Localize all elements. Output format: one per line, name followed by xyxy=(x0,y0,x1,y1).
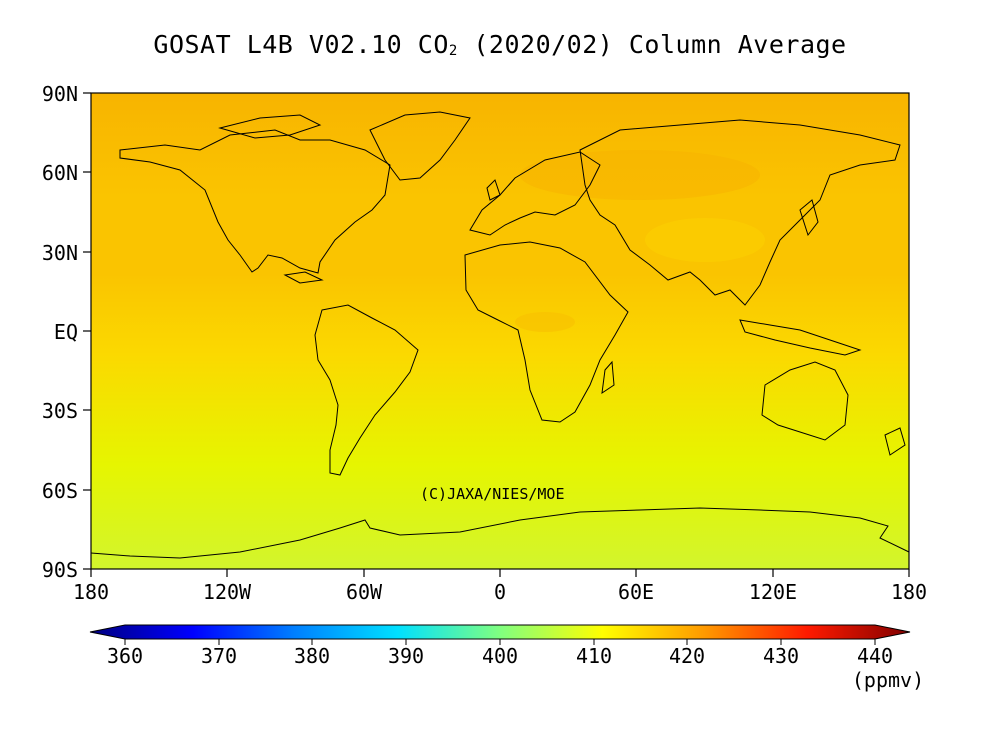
coast-japan xyxy=(799,199,819,237)
colorbar-units: (ppmv) xyxy=(851,668,925,692)
lat-label-60s: 60S xyxy=(41,479,78,503)
map-title: GOSAT L4B V02.10 CO2 (2020/02) Column Av… xyxy=(153,30,847,59)
colorbar-label-400: 400 xyxy=(481,644,519,668)
coast-cuba xyxy=(283,271,324,284)
lat-label-90n: 90N xyxy=(41,82,78,106)
lon-label-120e: 120E xyxy=(748,580,798,604)
high-co2-patch-asia xyxy=(645,218,765,262)
colorbar-ticks xyxy=(124,639,876,645)
coast-new-zealand xyxy=(884,427,906,456)
axis-ticks xyxy=(83,92,910,577)
coast-greenland xyxy=(369,111,471,181)
lat-label-eq: EQ xyxy=(53,320,78,344)
coast-indonesia xyxy=(739,319,862,356)
colorbar-label-430: 430 xyxy=(762,644,800,668)
high-co2-patch-africa xyxy=(515,312,575,332)
coast-south-america xyxy=(314,304,419,476)
coast-australia xyxy=(761,361,849,441)
lon-label-180w: 180 xyxy=(72,580,110,604)
lat-label-90s: 90S xyxy=(41,558,78,582)
lon-label-180e: 180 xyxy=(890,580,928,604)
colorbar-label-390: 390 xyxy=(387,644,425,668)
co2-field xyxy=(91,93,909,569)
colorbar-label-420: 420 xyxy=(668,644,706,668)
credit-text: (C)JAXA/NIES/MOE xyxy=(420,485,565,503)
coast-europe xyxy=(469,151,601,236)
colorbar-label-380: 380 xyxy=(293,644,331,668)
lat-label-60n: 60N xyxy=(41,161,78,185)
lat-label-30n: 30N xyxy=(41,241,78,265)
coast-madagascar xyxy=(601,360,615,395)
coast-antarctica xyxy=(90,507,910,559)
coast-africa xyxy=(464,241,629,423)
lon-label-60e: 60E xyxy=(617,580,655,604)
lon-label-120w: 120W xyxy=(202,580,252,604)
lat-label-30s: 30S xyxy=(41,399,78,423)
colorbar-label-410: 410 xyxy=(575,644,613,668)
lon-label-0: 0 xyxy=(493,580,507,604)
high-co2-patch-siberia xyxy=(520,150,760,200)
colorbar-label-440: 440 xyxy=(856,644,894,668)
colorbar-label-360: 360 xyxy=(106,644,144,668)
coastlines xyxy=(90,111,910,559)
lon-label-60w: 60W xyxy=(345,580,383,604)
coast-arctic-islands xyxy=(218,114,322,139)
colorbar-label-370: 370 xyxy=(200,644,238,668)
coast-asia xyxy=(579,119,901,306)
coast-uk xyxy=(486,179,501,201)
colorbar xyxy=(89,624,911,640)
